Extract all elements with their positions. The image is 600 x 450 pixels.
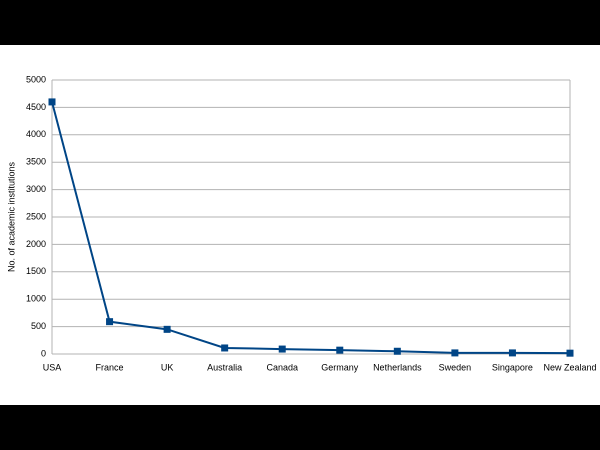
top-bar xyxy=(0,0,600,45)
x-tick-label: UK xyxy=(161,362,174,372)
point-marker xyxy=(163,325,171,333)
y-tick-label: 4500 xyxy=(26,102,46,112)
y-tick-label: 4000 xyxy=(26,129,46,139)
x-tick-label: Canada xyxy=(266,362,298,372)
y-tick-label: 1000 xyxy=(26,294,46,304)
y-tick-label: 500 xyxy=(31,321,46,331)
y-tick-label: 1500 xyxy=(26,266,46,276)
y-axis-label: No. of academic institutions xyxy=(6,161,16,272)
point-marker xyxy=(106,318,114,326)
point-marker xyxy=(221,344,229,352)
x-tick-label: USA xyxy=(43,362,62,372)
y-tick-label: 5000 xyxy=(26,74,46,84)
point-marker xyxy=(566,349,574,357)
y-tick-label: 2000 xyxy=(26,239,46,249)
y-tick-label: 2500 xyxy=(26,211,46,221)
x-tick-label: France xyxy=(96,362,124,372)
y-tick-label: 0 xyxy=(41,348,46,358)
x-tick-label: New Zealand xyxy=(543,362,596,372)
point-marker xyxy=(451,349,459,357)
point-marker xyxy=(508,349,516,357)
y-tick-label: 3000 xyxy=(26,184,46,194)
y-tick-label: 3500 xyxy=(26,157,46,167)
bottom-bar xyxy=(0,405,600,450)
point-marker xyxy=(48,98,56,106)
point-marker xyxy=(393,347,401,355)
background xyxy=(0,45,600,405)
x-tick-label: Australia xyxy=(207,362,242,372)
point-marker xyxy=(336,346,344,354)
x-tick-label: Germany xyxy=(321,362,359,372)
x-tick-label: Sweden xyxy=(439,362,472,372)
series-line xyxy=(51,101,571,355)
point-marker xyxy=(278,345,286,353)
x-tick-label: Netherlands xyxy=(373,362,422,372)
x-tick-label: Singapore xyxy=(492,362,533,372)
